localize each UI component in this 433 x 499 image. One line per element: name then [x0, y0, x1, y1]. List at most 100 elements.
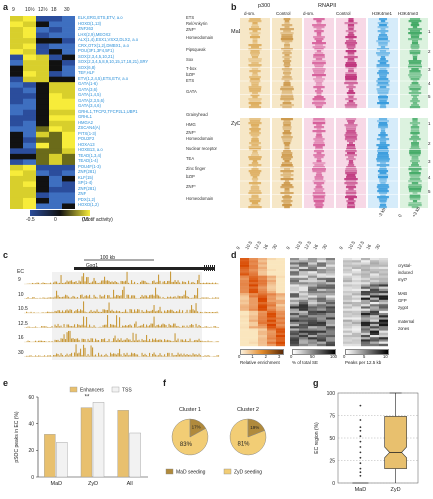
enrichment-cell — [276, 321, 285, 325]
se-cell — [290, 341, 299, 344]
tf-label: SP(1-4) — [78, 180, 93, 186]
se-cell — [290, 304, 299, 307]
heatmap-stripe — [314, 178, 324, 181]
enrichment-cell — [267, 288, 276, 292]
se-cell — [308, 258, 317, 261]
peak-cell — [352, 321, 361, 325]
signal-bar — [89, 294, 91, 299]
peak-cell — [343, 319, 352, 322]
se-cell — [290, 266, 299, 270]
heatmap-stripe — [283, 70, 291, 73]
peak-cell — [379, 343, 388, 347]
se-cell — [290, 302, 299, 305]
enrichment-cell — [258, 321, 267, 325]
cluster-number: 4 — [428, 81, 431, 86]
signal-bar — [102, 339, 104, 342]
signal-bar — [92, 347, 94, 357]
signal-bar — [117, 353, 119, 357]
signal-bar — [215, 312, 217, 313]
signal-bar — [75, 326, 77, 328]
enrichment-cell — [258, 315, 267, 318]
heatmap-stripe — [345, 64, 357, 67]
peak-cell — [370, 266, 379, 270]
signal-bar — [143, 355, 145, 357]
se-cell — [299, 324, 308, 327]
enrichment-cell — [276, 341, 285, 344]
heatmap-stripe — [280, 96, 294, 99]
heatmap-stripe — [346, 44, 356, 47]
signal-bar — [122, 340, 124, 342]
heatmap-cell — [62, 76, 75, 83]
signal-bar — [48, 283, 50, 284]
heatmap-stripe — [281, 152, 293, 155]
heatmap-stripe — [348, 28, 354, 31]
heatmap-stripe — [280, 94, 294, 97]
peak-cell — [343, 337, 352, 340]
se-cell — [290, 260, 299, 263]
heatmap-stripe — [284, 20, 290, 23]
signal-bar — [93, 277, 95, 284]
heatmap-stripe — [380, 128, 386, 131]
signal-bar — [141, 338, 143, 342]
outlier-point — [359, 462, 362, 465]
heatmap-stripe — [280, 32, 294, 35]
signal-bar — [195, 339, 197, 342]
enrichment-cell — [258, 284, 267, 287]
column-label: 10.5 — [244, 240, 253, 251]
heatmap-stripe — [378, 192, 388, 195]
se-cell — [317, 302, 326, 305]
signal-bar — [174, 312, 176, 313]
heatmap-stripe — [314, 66, 324, 69]
bar-enhancers-all — [117, 410, 129, 478]
pie-title: Cluster 2 — [237, 407, 259, 413]
peak-cell — [370, 277, 379, 281]
heatmap-cell — [10, 104, 23, 111]
signal-bar — [60, 353, 62, 357]
signal-bar — [74, 281, 76, 284]
signal-bar — [192, 281, 194, 284]
signal-bar — [114, 353, 116, 357]
signal-bar — [167, 352, 169, 357]
heatmap-stripe — [251, 84, 259, 87]
signal-bar — [140, 282, 142, 284]
heatmap-stripe — [314, 90, 324, 93]
enrichment-cell — [249, 310, 258, 314]
heatmap-stripe — [314, 48, 324, 51]
peak-cell — [343, 304, 352, 307]
heatmap-stripe — [249, 70, 261, 73]
signal-bar — [141, 325, 143, 328]
heatmap-stripe — [313, 36, 325, 39]
heatmap-stripe — [252, 22, 258, 25]
signal-bar — [75, 310, 77, 313]
heatmap-stripe — [281, 90, 293, 93]
signal-bar — [57, 354, 59, 357]
signal-bar — [117, 326, 119, 328]
heatmap-stripe — [345, 172, 357, 175]
outlier-point — [359, 456, 362, 459]
se-cell — [299, 306, 308, 309]
signal-bar — [39, 340, 41, 342]
heatmap-stripe — [412, 102, 418, 105]
signal-bar — [77, 296, 79, 299]
peak-cell — [343, 317, 352, 320]
se-cell — [299, 313, 308, 316]
signal-bar — [71, 297, 73, 299]
se-cell — [290, 264, 299, 267]
enrichment-cell — [267, 280, 276, 283]
peak-cell — [379, 321, 388, 325]
tf-family-label: Pipsqueak — [186, 47, 206, 52]
signal-bar — [182, 339, 184, 342]
peak-cell — [343, 291, 352, 294]
signal-bar — [45, 283, 47, 284]
enrichment-cell — [276, 302, 285, 305]
pie-slice — [247, 418, 266, 438]
enrichment-cell — [267, 295, 276, 298]
heatmap-cell — [36, 87, 49, 94]
signal-bar — [126, 311, 128, 313]
signal-bar — [128, 294, 130, 299]
heatmap-stripe — [377, 90, 389, 93]
signal-bar — [62, 296, 64, 299]
heatmap-stripe — [408, 66, 422, 69]
signal-bar — [87, 277, 89, 284]
se-cell — [290, 291, 299, 294]
